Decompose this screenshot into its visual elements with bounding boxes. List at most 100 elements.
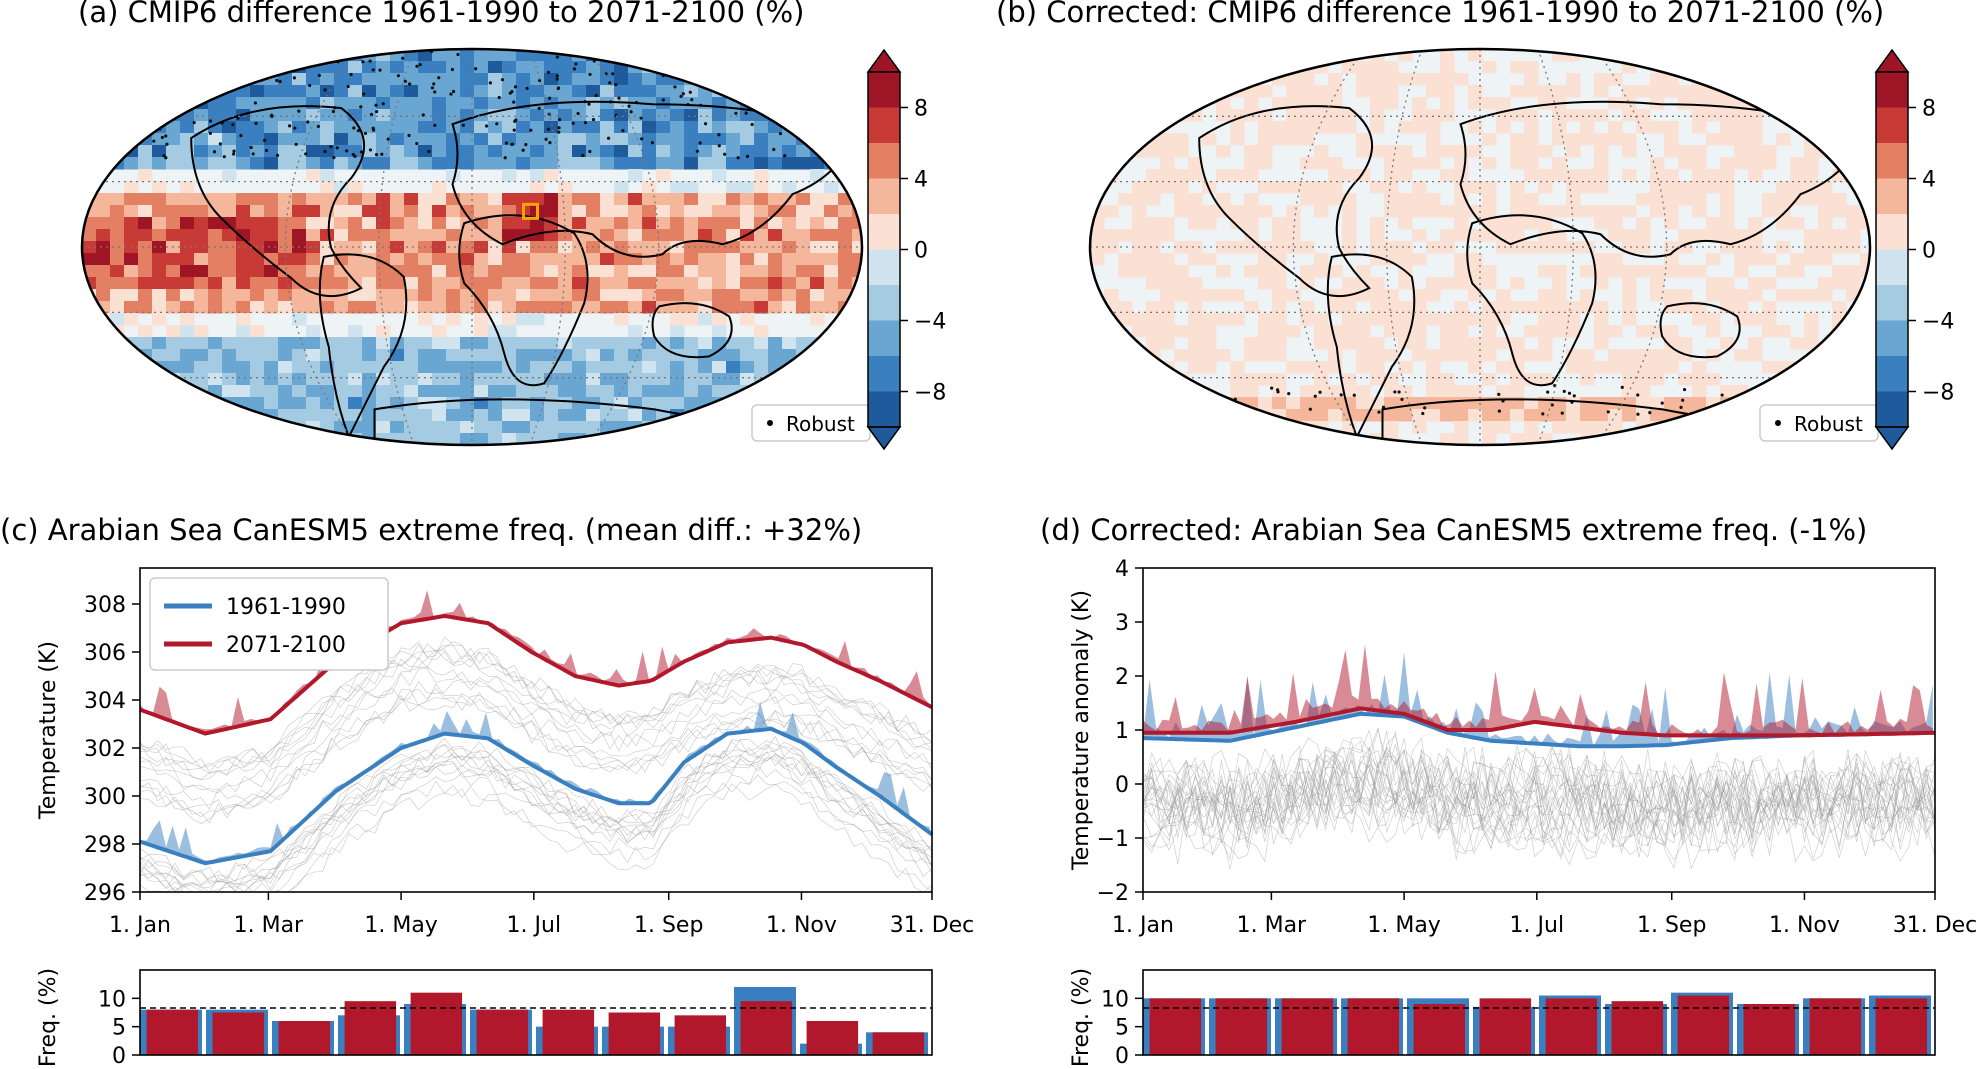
x-tick-label: 1. Jan	[109, 913, 171, 938]
y-tick-label: 296	[84, 881, 126, 906]
map-a	[82, 49, 862, 445]
legend-robust-label-a: Robust	[786, 412, 855, 436]
freq-bar-red-Dec	[872, 1032, 925, 1055]
legend-label-1961-1990: 1961-1990	[226, 595, 346, 620]
colorbar-band-a	[868, 143, 900, 179]
legend-robust-label-b: Robust	[1794, 412, 1863, 436]
ensemble-member-line	[139, 739, 933, 886]
freq-bar-red-May	[410, 992, 463, 1055]
x-tick-label: 1. Sep	[634, 913, 703, 938]
x-tick-label: 1. May	[364, 913, 437, 938]
panel-c-title: (c) Arabian Sea CanESM5 extreme freq. (m…	[0, 513, 863, 547]
x-tick-label: 1. Jan	[1112, 913, 1174, 938]
ensemble-member-line	[139, 754, 933, 893]
freq-bar-red-Feb	[212, 1012, 265, 1055]
colorbar-band-b	[1876, 214, 1908, 250]
colorbar-tick-label-a: 0	[914, 239, 928, 264]
legend-box	[149, 577, 389, 671]
continent-outline-a	[451, 100, 854, 258]
colorbar-band-b	[1876, 72, 1908, 108]
exceedance-fill-1961-1990	[1143, 652, 1933, 747]
freq-bar-red-Mar	[278, 1021, 331, 1055]
continent-outline-a	[190, 105, 365, 298]
panel-b-title: (b) Corrected: CMIP6 difference 1961-199…	[996, 0, 1885, 29]
y-tick-label: 3	[1115, 611, 1129, 636]
ensemble-member-line	[139, 666, 933, 793]
continent-outline-b	[1466, 214, 1597, 387]
ensemble-member-line	[1142, 740, 1936, 821]
ensemble-member-line	[139, 745, 933, 888]
arabian-sea-box	[522, 202, 539, 220]
colorbar-tick-label-a: 8	[914, 97, 928, 122]
freq-bar-red-Feb	[1215, 998, 1268, 1055]
freq-y-tick-label: 0	[1115, 1044, 1129, 1069]
colorbar-tick-label-a: −4	[914, 310, 946, 335]
legend-label-2071-2100: 2071-2100	[226, 633, 346, 658]
y-axis-label: Temperature anomaly (K)	[1069, 590, 1094, 871]
freq-y-tick-label: 10	[1101, 987, 1129, 1012]
continent-outline-b	[1198, 105, 1373, 298]
threshold-line-1961-1990	[139, 726, 934, 866]
freq-y-tick-label: 5	[112, 1016, 126, 1041]
x-tick-label: 1. Jul	[507, 913, 562, 938]
freq-frame-1	[1142, 969, 1936, 1056]
ensemble-member-line	[139, 756, 933, 893]
x-tick-label: 1. Mar	[1237, 913, 1307, 938]
colorbar-band-a	[868, 356, 900, 392]
ensemble-member-line	[139, 683, 933, 818]
y-tick-label: 300	[84, 785, 126, 810]
ensemble-member-line	[1142, 729, 1936, 820]
colorbar-band-a	[868, 285, 900, 321]
ensemble-member-line	[1142, 754, 1936, 846]
threshold-line-2071-2100	[1143, 706, 1936, 738]
colorbar-band-b	[1876, 391, 1908, 428]
map-meridian-a	[378, 49, 415, 445]
ensemble-member-line	[1142, 790, 1936, 870]
colorbar-extend-max-a	[866, 48, 902, 73]
ensemble-member-line	[139, 750, 933, 893]
legend-robust-marker-a	[767, 420, 773, 426]
continent-outline-b	[1326, 253, 1416, 440]
x-tick-label: 31. Dec	[890, 913, 975, 938]
continent-outline-b	[1459, 100, 1862, 258]
colorbar-band-b	[1876, 178, 1908, 215]
y-tick-label: 302	[84, 737, 126, 762]
map-meridian-b	[1537, 49, 1574, 445]
freq-bar-red-Sep	[674, 1015, 727, 1055]
freq-y-tick-label: 0	[112, 1044, 126, 1069]
continent-outline-b	[1659, 302, 1741, 359]
x-tick-label: 31. Dec	[1893, 913, 1978, 938]
freq-bar-red-Jul	[542, 1009, 595, 1055]
legend-robust-marker-b	[1775, 420, 1781, 426]
map-border-a	[80, 47, 864, 447]
freq-bar-red-Nov	[1809, 998, 1862, 1055]
ensemble-member-line	[139, 651, 933, 780]
colorbar-tick-label-b: −4	[1922, 310, 1954, 335]
freq-bar-red-Jul	[1545, 998, 1598, 1055]
colorbar-band-a	[868, 391, 900, 428]
continent-outline-a	[318, 253, 408, 440]
ensemble-member-line	[139, 641, 933, 773]
freq-y-tick-label: 10	[98, 987, 126, 1012]
colorbar-band-b	[1876, 356, 1908, 392]
ensemble-member-line	[139, 693, 933, 824]
freq-bar-red-Aug	[1611, 1001, 1664, 1055]
ensemble-member-line	[1142, 759, 1936, 837]
map-meridian-b	[1386, 49, 1423, 445]
colorbar-tick-label-a: 4	[914, 168, 928, 193]
y-tick-label: −2	[1097, 881, 1129, 906]
y-tick-label: −1	[1097, 827, 1129, 852]
freq-y-axis-label: Freq. (%)	[36, 968, 61, 1067]
y-tick-label: 2	[1115, 665, 1129, 690]
freq-bar-red-Oct	[740, 1001, 793, 1055]
freq-bar-red-May	[1413, 1004, 1466, 1055]
colorbar-extend-min-b	[1874, 426, 1910, 451]
colorbar-tick-label-b: 0	[1922, 239, 1936, 264]
continent-outline-a	[651, 302, 733, 359]
freq-bar-red-Apr	[344, 1001, 397, 1055]
map-b	[1090, 49, 1870, 445]
panel-a-title: (a) CMIP6 difference 1961-1990 to 2071-2…	[78, 0, 805, 29]
x-tick-label: 1. Mar	[234, 913, 304, 938]
colorbar-extend-min-a	[866, 426, 902, 451]
